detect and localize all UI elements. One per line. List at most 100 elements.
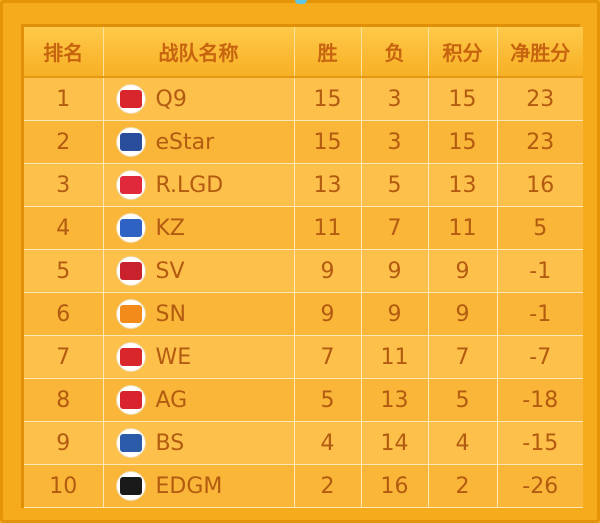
net-score-cell: 16 bbox=[497, 163, 583, 207]
losses-cell: 3 bbox=[361, 120, 429, 164]
rank-cell: 9 bbox=[24, 421, 104, 465]
header-row: 排名 战队名称 胜 负 积分 净胜分 bbox=[24, 27, 583, 78]
rlgd-logo-icon bbox=[115, 170, 146, 200]
points-cell: 2 bbox=[428, 464, 498, 508]
bs-logo-icon bbox=[115, 428, 146, 458]
team-name: AG bbox=[155, 387, 188, 413]
losses-cell: 3 bbox=[361, 77, 429, 121]
rank-cell: 3 bbox=[24, 163, 104, 207]
header-wins: 胜 bbox=[294, 27, 362, 78]
net-score-cell: -1 bbox=[497, 292, 583, 336]
table-row: 5 SV 9 9 9 -1 bbox=[24, 249, 583, 293]
team-cell: BS bbox=[103, 421, 295, 465]
logo-mark bbox=[119, 176, 142, 194]
table-row: 8 AG 5 13 5 -18 bbox=[24, 378, 583, 422]
team-cell: AG bbox=[103, 378, 295, 422]
table-row: 2 eStar 15 3 15 23 bbox=[24, 120, 583, 164]
team-name: Q9 bbox=[155, 86, 187, 112]
points-cell: 13 bbox=[428, 163, 498, 207]
kz-logo-icon bbox=[115, 213, 146, 243]
team-cell: eStar bbox=[103, 120, 295, 164]
wins-cell: 2 bbox=[294, 464, 362, 508]
net-score-cell: -18 bbox=[497, 378, 583, 422]
logo-mark bbox=[119, 133, 142, 151]
points-cell: 7 bbox=[428, 335, 498, 379]
team-name: SV bbox=[155, 258, 185, 284]
points-cell: 9 bbox=[428, 292, 498, 336]
points-cell: 11 bbox=[428, 206, 498, 250]
net-score-cell: -1 bbox=[497, 249, 583, 293]
team-name: eStar bbox=[155, 129, 215, 155]
wins-cell: 9 bbox=[294, 292, 362, 336]
wins-cell: 9 bbox=[294, 249, 362, 293]
header-rank: 排名 bbox=[24, 27, 104, 78]
losses-cell: 5 bbox=[361, 163, 429, 207]
rank-cell: 8 bbox=[24, 378, 104, 422]
wins-cell: 7 bbox=[294, 335, 362, 379]
logo-mark bbox=[119, 305, 142, 323]
rank-cell: 4 bbox=[24, 206, 104, 250]
sv-logo-icon bbox=[115, 256, 146, 286]
team-name: WE bbox=[155, 344, 192, 370]
rank-cell: 7 bbox=[24, 335, 104, 379]
team-name: SN bbox=[155, 301, 186, 327]
table-row: 9 BS 4 14 4 -15 bbox=[24, 421, 583, 465]
losses-cell: 16 bbox=[361, 464, 429, 508]
header-net-score: 净胜分 bbox=[497, 27, 583, 78]
losses-cell: 13 bbox=[361, 378, 429, 422]
we-logo-icon bbox=[115, 342, 146, 372]
wins-cell: 11 bbox=[294, 206, 362, 250]
estar-logo-icon bbox=[115, 127, 146, 157]
rank-cell: 2 bbox=[24, 120, 104, 164]
team-cell: R.LGD bbox=[103, 163, 295, 207]
losses-cell: 7 bbox=[361, 206, 429, 250]
points-cell: 15 bbox=[428, 77, 498, 121]
rank-cell: 5 bbox=[24, 249, 104, 293]
header-losses: 负 bbox=[361, 27, 429, 78]
net-score-cell: 23 bbox=[497, 77, 583, 121]
table-row: 7 WE 7 11 7 -7 bbox=[24, 335, 583, 379]
table-row: 10 EDGM 2 16 2 -26 bbox=[24, 464, 583, 508]
points-cell: 4 bbox=[428, 421, 498, 465]
sn-logo-icon bbox=[115, 299, 146, 329]
net-score-cell: -15 bbox=[497, 421, 583, 465]
team-cell: SN bbox=[103, 292, 295, 336]
rank-cell: 6 bbox=[24, 292, 104, 336]
net-score-cell: -26 bbox=[497, 464, 583, 508]
losses-cell: 11 bbox=[361, 335, 429, 379]
q9-logo-icon bbox=[115, 84, 146, 114]
standings-table: 排名 战队名称 胜 负 积分 净胜分 1 Q9 15 3 15 23 2 eStar 15 3 15… bbox=[24, 27, 583, 508]
logo-mark bbox=[119, 391, 142, 409]
logo-mark bbox=[119, 477, 142, 495]
wins-cell: 15 bbox=[294, 120, 362, 164]
points-cell: 15 bbox=[428, 120, 498, 164]
ag-logo-icon bbox=[115, 385, 146, 415]
table-row: 4 KZ 11 7 11 5 bbox=[24, 206, 583, 250]
team-cell: WE bbox=[103, 335, 295, 379]
losses-cell: 9 bbox=[361, 249, 429, 293]
rank-cell: 10 bbox=[24, 464, 104, 508]
logo-mark bbox=[119, 90, 142, 108]
team-name: R.LGD bbox=[155, 172, 224, 198]
team-cell: EDGM bbox=[103, 464, 295, 508]
rank-cell: 1 bbox=[24, 77, 104, 121]
team-name: BS bbox=[155, 430, 185, 456]
points-cell: 9 bbox=[428, 249, 498, 293]
table-row: 3 R.LGD 13 5 13 16 bbox=[24, 163, 583, 207]
edgm-logo-icon bbox=[115, 471, 146, 501]
net-score-cell: 5 bbox=[497, 206, 583, 250]
header-points: 积分 bbox=[428, 27, 498, 78]
standings-body: 1 Q9 15 3 15 23 2 eStar 15 3 15 23 3 R.LGD 13 5 13 16 4 KZ 1… bbox=[24, 77, 583, 508]
wins-cell: 4 bbox=[294, 421, 362, 465]
top-accent-bar bbox=[295, 0, 307, 4]
team-name: EDGM bbox=[155, 473, 223, 499]
logo-mark bbox=[119, 434, 142, 452]
logo-mark bbox=[119, 262, 142, 280]
table-row: 1 Q9 15 3 15 23 bbox=[24, 77, 583, 121]
team-cell: SV bbox=[103, 249, 295, 293]
table-row: 6 SN 9 9 9 -1 bbox=[24, 292, 583, 336]
logo-mark bbox=[119, 219, 142, 237]
header-team-name: 战队名称 bbox=[103, 27, 295, 78]
wins-cell: 13 bbox=[294, 163, 362, 207]
wins-cell: 5 bbox=[294, 378, 362, 422]
